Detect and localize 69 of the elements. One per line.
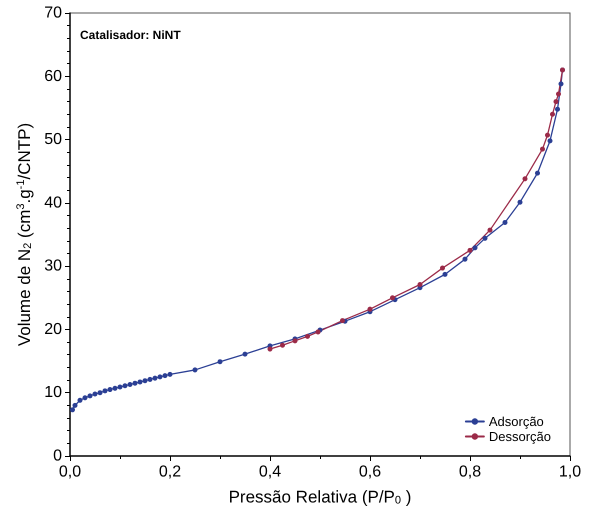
y-axis-title: Volume de N2 (cm3.g-1/CNTP) (14, 122, 34, 346)
annotation: Catalisador: NiNT (80, 28, 182, 42)
y-tick-label: 30 (44, 258, 62, 275)
point (468, 248, 472, 253)
point (472, 245, 478, 250)
y-tick-label: 0 (53, 448, 62, 464)
point (132, 380, 138, 386)
point (70, 407, 75, 412)
point (305, 334, 310, 339)
y-tick-label: 60 (44, 68, 62, 85)
point (162, 373, 168, 378)
point (540, 146, 545, 152)
x-axis-title: Pressão Relativa (P/P0 ) (228, 487, 412, 506)
point (442, 272, 448, 277)
point (368, 306, 372, 312)
point (340, 318, 345, 324)
y-tick-label: 10 (44, 384, 62, 402)
point (268, 346, 272, 352)
point (418, 282, 422, 287)
point (545, 132, 550, 138)
x-tick-label: 0,2 (158, 464, 182, 480)
point (168, 372, 172, 377)
point (558, 81, 564, 86)
y-tick-label: 70 (44, 4, 62, 22)
point (128, 382, 132, 387)
point (102, 388, 108, 394)
point (92, 391, 98, 396)
x-tick-label: 0,4 (258, 464, 282, 480)
x-tick-label: 1,0 (558, 464, 582, 480)
point (88, 393, 92, 398)
point (390, 295, 395, 300)
point (280, 342, 285, 348)
point (502, 220, 508, 225)
x-tick-label: 0,6 (358, 464, 382, 480)
point (488, 228, 492, 233)
point (218, 359, 222, 364)
y-tick-label: 50 (44, 131, 62, 148)
point (108, 387, 112, 392)
x-tick-label: 0,0 (58, 464, 82, 480)
point (72, 402, 78, 408)
point (535, 170, 540, 176)
point (555, 106, 560, 112)
point (462, 256, 468, 262)
point (98, 390, 102, 396)
point (482, 236, 488, 241)
y-tick-label: 20 (44, 320, 62, 338)
point (556, 92, 561, 97)
point (112, 386, 118, 391)
point (550, 112, 555, 117)
point (518, 200, 522, 205)
point (152, 376, 158, 381)
point (138, 379, 142, 384)
point (148, 376, 152, 382)
point (548, 138, 552, 144)
point (118, 384, 122, 390)
point (158, 374, 162, 380)
point (78, 398, 82, 403)
point (242, 352, 248, 357)
point (82, 395, 88, 400)
point (122, 383, 128, 388)
point (142, 378, 148, 384)
y-tick-label: 40 (44, 194, 62, 212)
x-tick-label: 0,8 (458, 464, 482, 480)
legend-label: Adsorção (488, 414, 544, 429)
point (522, 176, 528, 182)
point (192, 367, 198, 372)
point (554, 99, 558, 104)
point (440, 266, 445, 271)
legend-label: Dessorção (488, 429, 552, 444)
